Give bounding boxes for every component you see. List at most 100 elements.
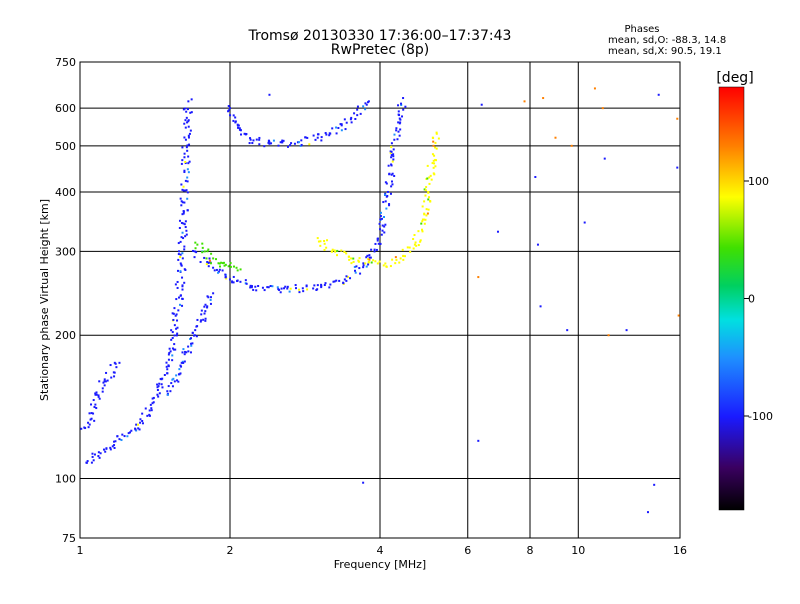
data-point [320, 136, 323, 139]
data-point [428, 182, 431, 185]
data-point [210, 296, 213, 299]
data-point [434, 141, 437, 144]
data-point [116, 435, 119, 438]
colorbar-label: [deg] [716, 70, 753, 86]
y-tick-label: 500 [55, 140, 76, 153]
data-point [193, 256, 196, 259]
data-point [362, 266, 365, 269]
data-point [181, 297, 184, 300]
data-point [209, 262, 212, 265]
data-point [178, 250, 181, 253]
data-point [269, 285, 272, 288]
data-point [182, 108, 185, 111]
data-point [340, 249, 343, 252]
data-point [166, 372, 169, 375]
data-point [362, 262, 365, 265]
data-point [149, 403, 152, 406]
data-point [297, 141, 300, 144]
data-point [368, 258, 371, 261]
data-point [187, 125, 190, 128]
data-point [392, 155, 395, 158]
data-point [110, 376, 113, 379]
data-point [141, 422, 144, 425]
data-point [280, 287, 283, 290]
data-point [249, 284, 252, 287]
data-point [97, 455, 100, 458]
data-point [190, 344, 193, 347]
data-point [388, 204, 391, 207]
data-point [175, 334, 178, 337]
data-point [362, 481, 365, 484]
data-point [288, 290, 291, 293]
data-point [534, 175, 537, 178]
data-point [397, 113, 400, 116]
data-point [204, 319, 207, 322]
data-point [237, 124, 240, 127]
data-point [400, 104, 403, 107]
data-point [421, 205, 424, 208]
data-point [90, 417, 93, 420]
data-point [178, 219, 181, 222]
data-point [207, 248, 210, 251]
data-point [425, 214, 428, 217]
data-point [325, 133, 328, 136]
data-point [304, 136, 307, 139]
data-point [93, 453, 96, 456]
data-point [362, 264, 365, 267]
data-point [130, 429, 133, 432]
data-point [129, 431, 132, 434]
data-point [400, 102, 403, 105]
data-point [158, 382, 161, 385]
data-point [394, 262, 397, 265]
data-point [205, 263, 208, 266]
data-point [248, 142, 251, 145]
data-point [331, 248, 334, 251]
data-point [385, 182, 388, 185]
data-point [189, 337, 192, 340]
data-point [390, 142, 393, 145]
data-point [349, 118, 352, 121]
data-point [323, 242, 326, 245]
data-point [258, 143, 261, 146]
data-point [109, 364, 112, 367]
data-point [173, 380, 176, 383]
data-point [176, 379, 179, 382]
data-point [181, 146, 184, 149]
data-point [176, 280, 179, 283]
data-point [239, 268, 242, 271]
data-point [356, 114, 359, 117]
data-point [168, 351, 171, 354]
data-point [227, 265, 230, 268]
data-point [353, 112, 356, 115]
data-point [161, 386, 164, 389]
data-point [432, 166, 435, 169]
data-point [324, 282, 327, 285]
data-point [113, 444, 116, 447]
data-point [148, 409, 151, 412]
data-point [362, 105, 365, 108]
data-point [345, 252, 348, 255]
data-point [369, 256, 372, 259]
data-point [101, 390, 104, 393]
data-point [186, 209, 189, 212]
data-point [343, 118, 346, 121]
data-point [300, 143, 303, 146]
data-point [382, 264, 385, 267]
data-point [177, 258, 180, 261]
data-point [364, 108, 367, 111]
data-point [106, 379, 109, 382]
data-point [219, 265, 222, 268]
data-point [312, 134, 315, 137]
data-point [176, 269, 179, 272]
data-point [201, 242, 204, 245]
data-point [187, 171, 190, 174]
data-point [286, 287, 289, 290]
data-point [229, 114, 232, 117]
data-point [206, 250, 209, 253]
data-point [185, 351, 188, 354]
y-axis-ticks: 75 100 200 300 400 500 600 750 [55, 56, 76, 545]
data-point [170, 329, 173, 332]
data-point [177, 373, 180, 376]
data-point [181, 360, 184, 363]
data-point [357, 259, 360, 262]
